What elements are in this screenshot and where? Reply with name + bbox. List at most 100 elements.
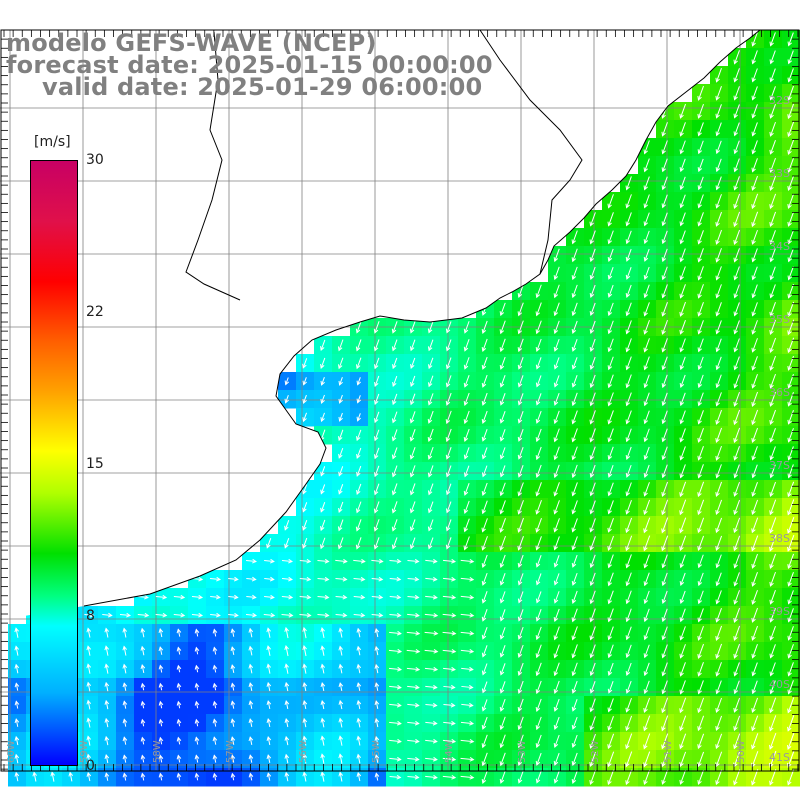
wind-arrow (787, 157, 794, 173)
coordinate-labels: 32S 33S 34S 35S 36S 37S 38S 39S 40S 41S 60W 59W 58W 5… (6, 94, 790, 764)
wind-arrow (535, 284, 542, 299)
wind-arrow (553, 752, 560, 766)
wind-arrow (320, 645, 325, 656)
wind-arrow (715, 302, 722, 317)
wind-arrow (769, 662, 776, 677)
wind-arrow (266, 681, 272, 692)
wind-arrow (407, 612, 420, 618)
wind-arrow (245, 612, 258, 618)
latitude-label: 39S (769, 605, 790, 618)
latitude-label: 36S (769, 386, 790, 399)
wind-arrow (697, 320, 704, 335)
wind-arrow (571, 699, 578, 712)
wind-arrow (787, 392, 794, 407)
wind-arrow (194, 736, 200, 745)
wind-arrow (409, 447, 416, 460)
wind-arrow (679, 392, 686, 407)
wind-arrow (535, 320, 542, 335)
wind-arrow (302, 626, 307, 639)
wind-arrow (317, 594, 330, 600)
wind-arrow (140, 736, 146, 745)
wind-arrow (553, 320, 560, 335)
wind-arrow (607, 626, 614, 641)
wind-arrow (176, 646, 182, 655)
wind-arrow (589, 338, 596, 352)
wind-arrow (481, 663, 488, 676)
wind-arrow (481, 716, 488, 730)
wind-arrow (697, 535, 705, 552)
wind-arrow (463, 392, 470, 406)
wind-arrow (553, 573, 560, 586)
wind-arrow (787, 103, 795, 120)
wind-arrow (661, 715, 669, 732)
wind-arrow (697, 751, 705, 768)
wind-arrow (499, 320, 506, 335)
wind-arrow (589, 608, 596, 623)
wind-arrow (733, 158, 740, 173)
wind-arrow (481, 429, 488, 442)
wind-arrow (607, 212, 614, 227)
wind-arrow (787, 50, 794, 65)
wind-arrow (517, 320, 524, 335)
wind-arrow (589, 733, 596, 749)
wind-arrow (281, 594, 294, 600)
wind-arrow (589, 500, 596, 515)
wind-arrow (407, 576, 420, 582)
wind-arrow (266, 718, 272, 728)
wind-arrow (715, 320, 722, 335)
wind-arrow (571, 392, 578, 407)
wind-arrow (787, 121, 795, 138)
wind-arrow (338, 394, 343, 404)
wind-arrow (607, 698, 614, 713)
wind-arrow (460, 774, 475, 780)
wind-arrow (389, 684, 402, 690)
wind-arrow (625, 590, 632, 605)
wind-arrow (84, 612, 95, 618)
wind-arrow (246, 558, 257, 564)
wind-arrow (787, 175, 795, 191)
wind-arrow (769, 769, 777, 786)
wind-arrow (442, 576, 457, 582)
wind-arrow (463, 447, 470, 460)
wind-arrow (320, 771, 326, 782)
wind-arrow (643, 499, 651, 516)
wind-arrow (625, 644, 632, 659)
wind-arrow (607, 500, 614, 515)
wind-arrow (679, 662, 686, 677)
latitude-label: 35S (769, 313, 790, 326)
wind-arrow (391, 537, 398, 550)
wind-arrow (389, 612, 402, 618)
wind-arrow (625, 535, 633, 552)
wind-arrow (407, 684, 420, 690)
wind-arrow (374, 465, 380, 478)
wind-arrow (643, 338, 650, 353)
wind-arrow (661, 481, 669, 497)
wind-arrow (391, 465, 398, 478)
wind-arrow (499, 663, 506, 676)
wind-arrow (571, 410, 578, 425)
wind-arrow (248, 754, 254, 763)
wind-arrow (769, 50, 776, 65)
wind-arrow (338, 699, 344, 710)
wind-arrow (697, 481, 705, 498)
wind-arrow (302, 519, 308, 531)
colorbar-tick-22: 22 (86, 304, 104, 320)
wind-arrow (319, 537, 326, 550)
wind-arrow (407, 738, 420, 744)
wind-arrow (320, 699, 326, 710)
wind-arrow (553, 555, 560, 568)
wind-arrow (607, 410, 614, 425)
wind-arrow (769, 157, 776, 173)
wind-arrow (715, 643, 723, 660)
wind-arrow (661, 140, 668, 155)
wind-arrow (481, 609, 488, 622)
wind-arrow (535, 464, 542, 479)
wind-arrow (589, 320, 596, 335)
wind-arrow (733, 391, 740, 407)
wind-arrow (392, 393, 398, 406)
land-border (185, 31, 241, 301)
wind-arrow (517, 428, 524, 442)
wind-arrow (607, 715, 614, 731)
wind-arrow (50, 771, 56, 782)
wind-arrow (589, 698, 596, 713)
